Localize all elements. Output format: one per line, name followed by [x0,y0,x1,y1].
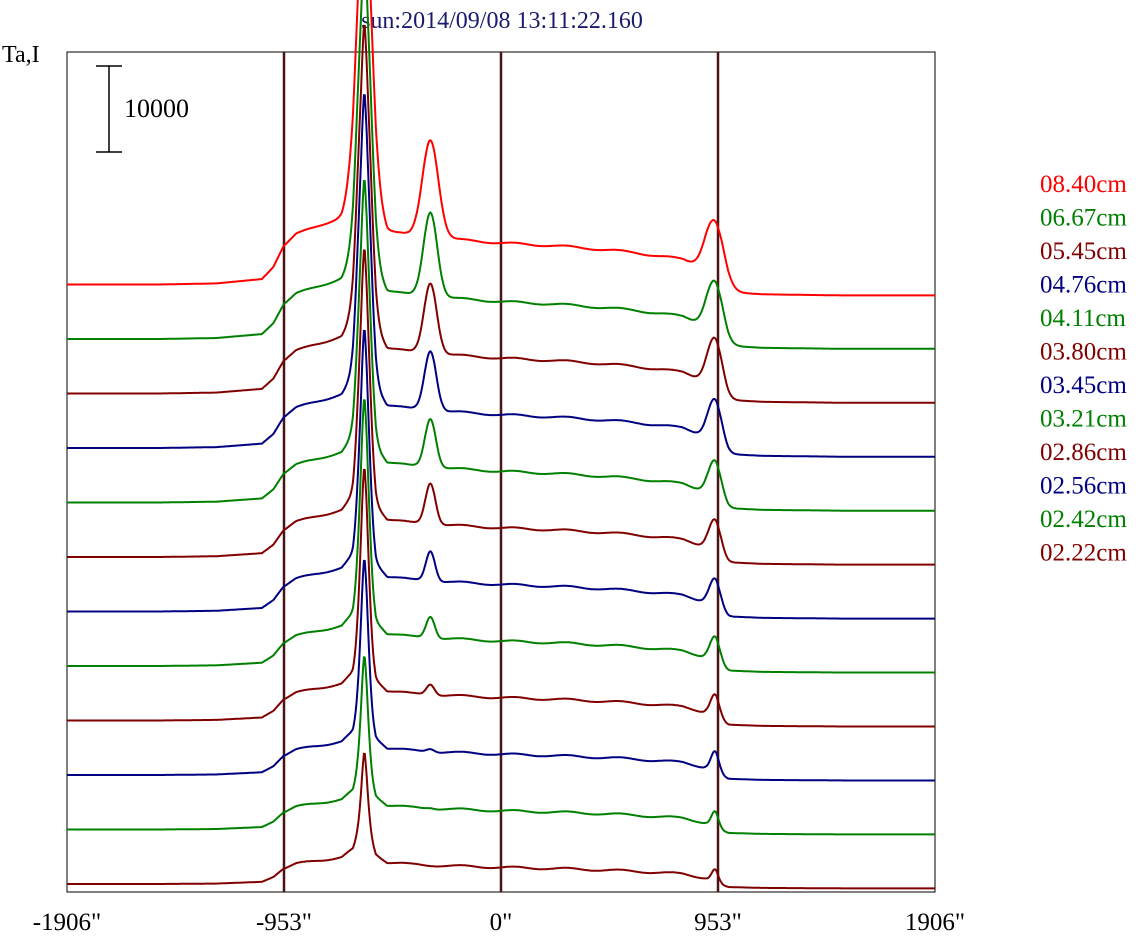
series-line-03.21cm [67,399,935,674]
legend-entry: 05.45cm [1040,238,1127,265]
series-line-02.22cm [67,752,935,890]
x-tick-labels: -1906" -953" 0" 953" 1906" [33,909,965,936]
legend-entry: 08.40cm [1040,171,1127,198]
series-line-06.67cm [67,0,935,350]
legend-entry: 03.45cm [1040,372,1127,399]
legend-entry: 06.67cm [1040,205,1127,232]
legend-entry: 02.56cm [1040,473,1127,500]
legend: 08.40cm 06.67cm 05.45cm 04.76cm 04.11cm 03.80… [1040,171,1127,567]
legend-entry: 02.86cm [1040,439,1127,466]
y-axis-label: Ta,I [2,42,40,68]
series-line-02.86cm [67,468,935,728]
series-line-02.42cm [67,656,935,836]
legend-entry: 03.21cm [1040,406,1127,433]
series-line-03.80cm [67,249,935,566]
x-tick-label: -1906" [33,909,102,936]
series-layer [67,0,935,890]
series-line-08.40cm [67,0,935,297]
series-line-04.76cm [67,94,935,458]
series-line-05.45cm [67,24,935,404]
series-line-02.56cm [67,559,935,782]
legend-entry: 04.76cm [1040,272,1127,299]
scale-bar: 10000 [96,65,189,153]
x-tick-label: 1906" [905,909,965,936]
x-tick-label: 953" [694,909,742,936]
legend-entry: 04.11cm [1040,305,1126,332]
legend-entry: 02.42cm [1040,506,1127,533]
x-tick-label: 0" [490,909,513,936]
series-line-04.11cm [67,179,935,512]
chart-title: sun:2014/09/08 13:11:22.160 [361,8,643,34]
legend-entry: 02.22cm [1040,540,1127,567]
series-line-03.45cm [67,329,935,620]
legend-entry: 03.80cm [1040,339,1127,366]
scale-bar-label: 10000 [124,94,189,123]
x-tick-label: -953" [256,909,312,936]
